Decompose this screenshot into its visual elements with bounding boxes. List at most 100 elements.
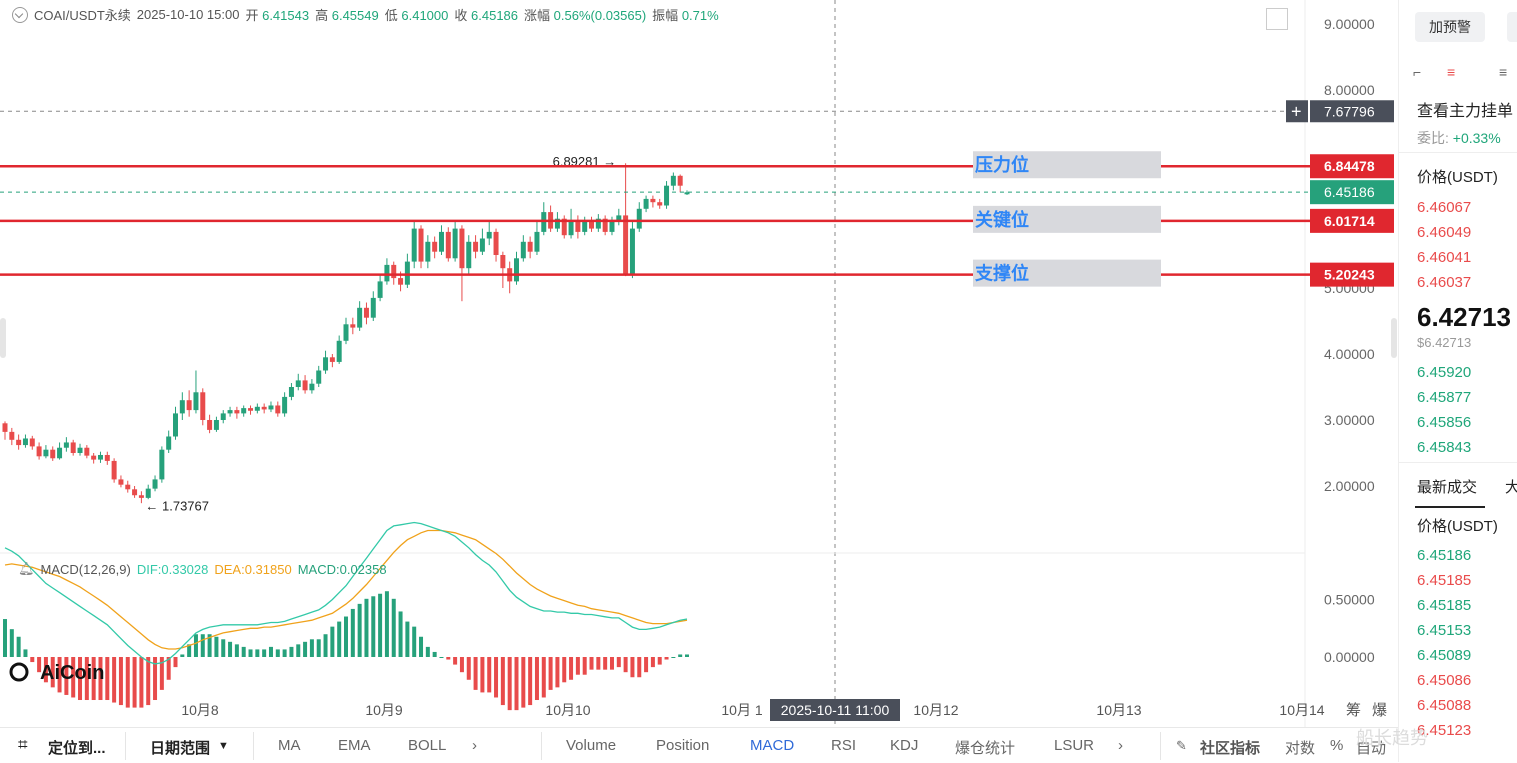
candle-body [63, 442, 69, 448]
candle-body [404, 261, 410, 285]
locate-button[interactable]: 定位到... [48, 740, 106, 757]
macd-bar [37, 657, 42, 673]
trade-price[interactable]: 6.45153 [1417, 622, 1472, 639]
trade-price[interactable]: 6.45089 [1417, 647, 1472, 664]
ind-ma[interactable]: MA [278, 737, 301, 754]
community-indicators[interactable]: 社区指标 [1200, 740, 1261, 757]
locate-icon[interactable]: ⌗ [18, 735, 28, 754]
ind-volume[interactable]: Volume [566, 737, 617, 754]
percent-toggle[interactable]: % [1330, 737, 1344, 754]
macd-bar [112, 657, 117, 703]
macd-tick-label: 0.50000 [1324, 592, 1375, 608]
candle-body [561, 218, 567, 236]
macd-bar [303, 641, 308, 657]
candle-body [657, 202, 663, 206]
ask-price[interactable]: 6.46049 [1417, 224, 1472, 241]
more-button[interactable] [1507, 12, 1517, 42]
candle-body [589, 222, 595, 229]
candle-body [554, 218, 560, 229]
bid-price[interactable]: 6.45856 [1417, 414, 1472, 431]
trade-price[interactable]: 6.45186 [1417, 547, 1472, 564]
right-collapse-handle[interactable] [1391, 318, 1397, 358]
bid-price[interactable]: 6.45920 [1417, 364, 1472, 381]
macd-bar [384, 591, 389, 657]
trade-price[interactable]: 6.45123 [1417, 722, 1472, 739]
macd-bar [425, 646, 430, 657]
orderbook-list-icon[interactable]: ≡ [1499, 64, 1508, 80]
trade-price[interactable]: 6.45185 [1417, 597, 1472, 614]
candle-body [282, 396, 288, 414]
macd-bar [64, 657, 69, 695]
layout-icon[interactable]: ⌐ [1413, 64, 1422, 80]
macd-bar [309, 639, 314, 657]
chevron-right-icon-2[interactable]: › [1118, 737, 1123, 754]
current-price-text: 6.45186 [1324, 184, 1375, 200]
bottom-toolbar: ⌗ 定位到... 日期范围 ▼ MA EMA BOLL › Volume Pos… [0, 727, 1398, 763]
macd-bar [91, 657, 96, 701]
macd-bar [350, 608, 355, 657]
low-value: 6.41000 [401, 8, 449, 23]
candle-body [275, 405, 281, 414]
candle-body [609, 222, 615, 232]
ask-price[interactable]: 6.46037 [1417, 274, 1472, 291]
auto-toggle[interactable]: 自动 [1356, 740, 1387, 757]
macd-bar [405, 621, 410, 657]
ind-rsi[interactable]: RSI [831, 737, 857, 754]
bid-price[interactable]: 6.45877 [1417, 389, 1472, 406]
candle-body [486, 231, 492, 239]
candle-body [568, 222, 574, 236]
ind-liquidation[interactable]: 爆仓统计 [955, 740, 1016, 757]
date-range-button[interactable]: 日期范围 [150, 740, 211, 757]
candle-body [595, 218, 601, 229]
candle-body [118, 479, 124, 485]
amp-value: 0.71% [681, 8, 719, 23]
ind-position[interactable]: Position [656, 737, 710, 754]
trades-tab-large[interactable]: 大 [1505, 479, 1517, 496]
left-collapse-handle[interactable] [0, 318, 6, 358]
collapse-icon[interactable] [12, 6, 28, 23]
ind-kdj[interactable]: KDJ [890, 737, 919, 754]
y-tick-label: 4.00000 [1324, 346, 1375, 362]
trade-price[interactable]: 6.45088 [1417, 697, 1472, 714]
macd-bar [30, 657, 35, 663]
ind-macd[interactable]: MACD [750, 737, 795, 754]
chevron-right-icon[interactable]: › [472, 737, 477, 754]
orderbook-link[interactable]: 查看主力挂单 [1417, 103, 1514, 120]
macd-bar [664, 657, 669, 660]
ind-lsur[interactable]: LSUR [1054, 737, 1095, 754]
candle-body [629, 228, 635, 275]
candle-body [50, 449, 56, 459]
price-chart[interactable]: 9.000008.000005.000004.000003.000002.000… [0, 0, 1398, 727]
macd-bar [548, 657, 553, 690]
candle-body [493, 231, 499, 255]
candle-body [323, 357, 329, 371]
candle-body [418, 228, 424, 262]
ind-boll[interactable]: BOLL [408, 737, 447, 754]
trade-price[interactable]: 6.45086 [1417, 672, 1472, 689]
ask-price[interactable]: 6.46067 [1417, 199, 1472, 216]
edit-icon[interactable]: ✎ [1176, 738, 1187, 753]
macd-bar [16, 636, 21, 657]
add-alert-button[interactable]: 加预警 [1415, 12, 1485, 42]
macd-bar [146, 657, 151, 706]
macd-bar [650, 657, 655, 668]
macd-bar [268, 646, 273, 657]
macd-bar [221, 639, 226, 657]
bell-icon[interactable]: 🔔︎ [18, 561, 35, 576]
macd-bar [596, 657, 601, 670]
trade-price[interactable]: 6.45185 [1417, 572, 1472, 589]
logo-mark [9, 662, 29, 682]
trades-tab[interactable]: 最新成交 [1417, 479, 1478, 496]
macd-bar [50, 657, 55, 688]
fullscreen-icon[interactable] [1266, 8, 1288, 30]
bid-price[interactable]: 6.45843 [1417, 439, 1472, 456]
level-price-box [1310, 154, 1394, 179]
ind-ema[interactable]: EMA [338, 737, 371, 754]
candle-body [70, 442, 76, 453]
macd-bar [43, 657, 48, 683]
macd-bar [71, 657, 76, 698]
orderbook-sell-icon[interactable]: ≡ [1447, 64, 1456, 80]
macd-bar [603, 657, 608, 670]
log-toggle[interactable]: 对数 [1285, 740, 1316, 757]
ask-price[interactable]: 6.46041 [1417, 249, 1472, 266]
